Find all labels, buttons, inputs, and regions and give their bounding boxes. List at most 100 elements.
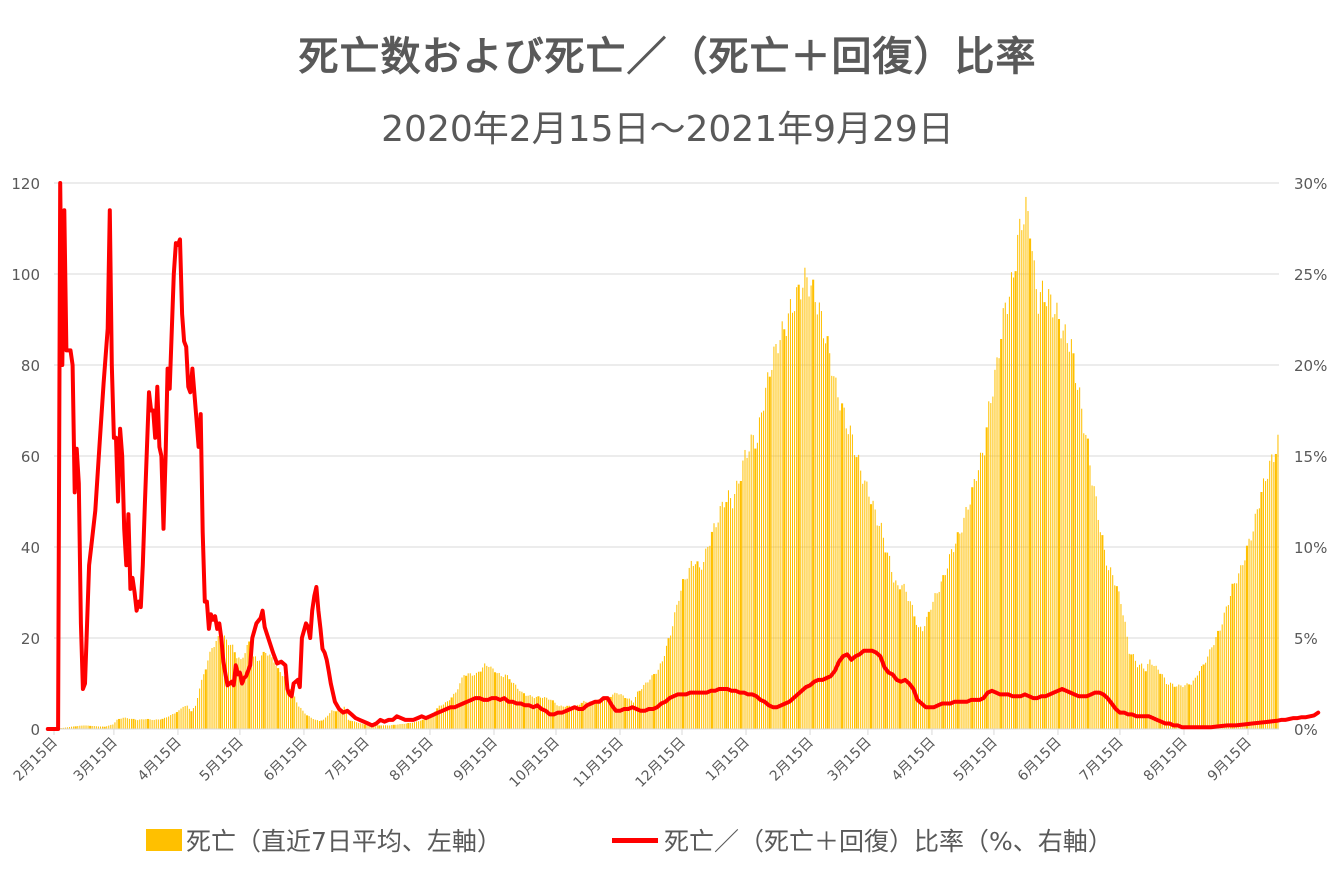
- bar: [230, 644, 232, 729]
- bar: [1240, 565, 1242, 729]
- bar: [1072, 353, 1075, 729]
- bar: [337, 710, 339, 729]
- bar: [732, 508, 734, 729]
- bar: [570, 706, 572, 729]
- bar: [905, 591, 907, 729]
- bar: [663, 655, 665, 729]
- bar: [643, 684, 645, 729]
- bar: [573, 706, 575, 729]
- bar: [907, 601, 909, 729]
- bar: [201, 679, 203, 729]
- bar: [145, 719, 147, 729]
- bar: [130, 718, 132, 729]
- bar: [942, 575, 945, 729]
- bar: [938, 591, 940, 729]
- bar: [215, 640, 217, 729]
- bar: [560, 705, 562, 729]
- bar: [542, 697, 544, 729]
- bar: [1271, 454, 1273, 729]
- bar: [496, 673, 498, 729]
- bar: [779, 340, 781, 729]
- bar: [889, 555, 891, 729]
- right-y-axis: 0% 5% 10% 15% 20% 25% 30%: [1294, 175, 1327, 739]
- bar: [800, 299, 802, 729]
- bar: [913, 616, 916, 729]
- bar: [209, 651, 211, 729]
- bar: [1231, 583, 1234, 729]
- bar: [1068, 351, 1070, 729]
- bar: [1202, 664, 1205, 729]
- bar: [1172, 683, 1174, 729]
- bar: [609, 696, 612, 729]
- bar: [812, 279, 815, 729]
- bar: [1234, 583, 1236, 729]
- bar: [707, 546, 709, 729]
- bar: [128, 718, 130, 729]
- bar: [979, 452, 982, 729]
- bar: [680, 590, 682, 729]
- bar: [366, 724, 368, 729]
- bar: [141, 719, 143, 729]
- bar: [376, 725, 378, 729]
- bar: [604, 698, 606, 729]
- x-tick-label: 4月15日: [135, 735, 185, 785]
- bar: [444, 702, 446, 729]
- bar: [450, 697, 453, 729]
- bar: [1050, 294, 1052, 729]
- bar: [771, 369, 773, 729]
- bar: [372, 725, 374, 729]
- bar: [1159, 673, 1162, 729]
- bar: [535, 696, 537, 729]
- bar: [447, 701, 449, 729]
- bar: [108, 725, 110, 729]
- bar: [686, 578, 688, 729]
- bar: [884, 552, 887, 729]
- bar: [1060, 338, 1062, 729]
- bar: [1039, 292, 1041, 729]
- bar: [1085, 434, 1087, 729]
- bar: [1110, 567, 1112, 729]
- bar: [360, 723, 362, 729]
- bar: [207, 660, 209, 729]
- bar: [248, 641, 251, 729]
- bar: [331, 710, 333, 729]
- x-tick-label: 11月15日: [571, 735, 627, 791]
- right-axis-tick-label: 10%: [1294, 539, 1327, 557]
- bar: [1265, 481, 1267, 729]
- bar: [287, 684, 289, 729]
- bar: [1064, 324, 1066, 729]
- x-tick-label: 5月15日: [197, 735, 247, 785]
- bar: [1258, 508, 1260, 729]
- bar: [71, 726, 73, 729]
- bar: [385, 725, 387, 729]
- bar: [114, 722, 116, 729]
- bar: [91, 726, 93, 729]
- bar: [851, 434, 853, 729]
- bar: [566, 705, 569, 729]
- bar: [64, 727, 66, 729]
- bar: [139, 719, 141, 729]
- bar: [1151, 664, 1153, 729]
- bar: [203, 674, 205, 729]
- bar: [734, 493, 736, 729]
- bar: [349, 720, 352, 729]
- bar: [806, 277, 808, 729]
- bar: [810, 285, 812, 729]
- bar: [674, 612, 676, 729]
- bar: [279, 672, 281, 729]
- bar: [934, 593, 936, 729]
- bar: [1101, 535, 1104, 729]
- bar: [544, 697, 546, 729]
- bar: [1157, 669, 1159, 729]
- bar: [703, 562, 705, 729]
- bar: [432, 713, 434, 729]
- bar: [869, 504, 873, 729]
- bar: [421, 719, 424, 729]
- bar: [866, 481, 868, 729]
- legend-item-deaths: 死亡（直近7日平均、左軸）: [146, 822, 502, 858]
- bar: [1075, 383, 1077, 729]
- bar: [87, 725, 89, 729]
- ratio-line-series: [45, 181, 1321, 731]
- bar: [457, 689, 459, 729]
